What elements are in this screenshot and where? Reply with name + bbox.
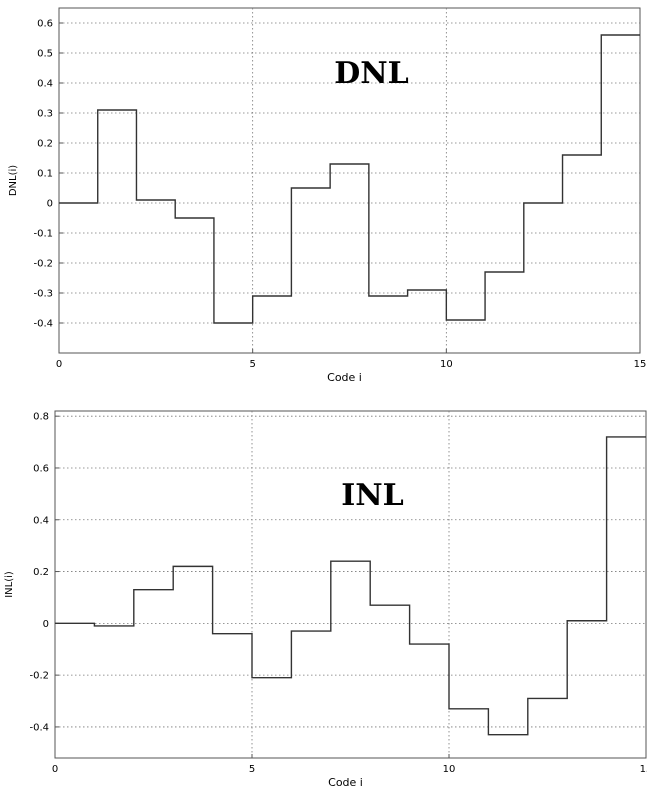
- y-tick-label: 0.1: [37, 169, 53, 180]
- dnl-panel: -0.4 -0.3 -0.2 -0.1 0 0.1 0.2 0.3 0.4 0.5 0.6 0 5 10 1…: [8, 7, 647, 384]
- y-tick-label: -0.1: [33, 229, 53, 240]
- y-tick-label: -0.2: [29, 671, 49, 682]
- y-tick-label: 0.4: [37, 79, 53, 90]
- y-tick-label: 0: [43, 619, 49, 630]
- x-tick-label: 0: [56, 359, 62, 370]
- y-tick-label: -0.4: [33, 319, 53, 330]
- inl-step-line: [55, 436, 646, 736]
- dnl-step-line: [59, 34, 640, 324]
- y-tick-label: -0.2: [33, 259, 53, 270]
- x-tick-label: 10: [440, 359, 453, 370]
- x-tick-label: 10: [443, 764, 456, 775]
- y-axis-label: DNL(i): [8, 165, 19, 196]
- y-tick-label: -0.4: [29, 722, 49, 733]
- x-tick-label: 5: [249, 764, 255, 775]
- y-axis-label: INL(i): [4, 571, 15, 598]
- x-axis-label: Code i: [327, 371, 362, 384]
- y-tick-label: 0.8: [33, 412, 49, 423]
- y-tick-label: 0.2: [33, 567, 49, 578]
- y-tick-label: 0.4: [33, 515, 49, 526]
- y-tick-label: 0.3: [37, 109, 53, 120]
- y-tick-label: 0.6: [37, 19, 53, 30]
- y-tick-label: 0: [47, 199, 53, 210]
- x-axis-label: Code i: [328, 776, 363, 789]
- x-tick-label: 15: [634, 359, 647, 370]
- chart-title: INL: [341, 478, 404, 513]
- plot-frame: [58, 7, 641, 354]
- y-tick-label: 0.5: [37, 49, 53, 60]
- x-tick-label: 0: [52, 764, 58, 775]
- chart-title: DNL: [334, 56, 409, 91]
- y-tick-label: 0.6: [33, 463, 49, 474]
- y-tick-label: -0.3: [33, 289, 53, 300]
- y-tick-label: 0.2: [37, 139, 53, 150]
- x-tick-label: 5: [249, 359, 255, 370]
- inl-panel: -0.4 -0.2 0 0.2 0.4 0.6 0.8 0 5 10 15 INL Code i INL(…: [4, 410, 647, 789]
- plot-frame: [54, 410, 647, 759]
- x-tick-label: 15: [640, 764, 647, 775]
